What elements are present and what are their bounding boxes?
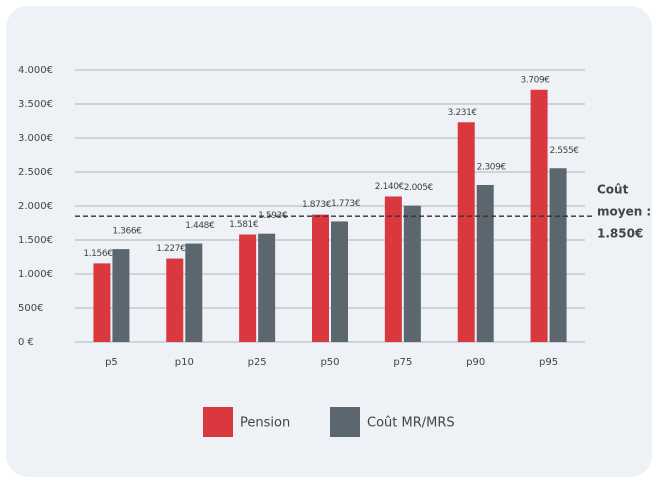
bar <box>258 233 276 342</box>
y-tick-label: 2.000€ <box>18 201 53 212</box>
x-tick-label: p75 <box>393 357 412 368</box>
bar <box>185 243 203 342</box>
y-tick-label: 2.500€ <box>18 167 53 178</box>
reference-label: 1.850€ <box>597 227 643 241</box>
value-label: 3.231€ <box>448 108 478 118</box>
x-tick-label: p90 <box>466 357 485 368</box>
y-tick-label: 0 € <box>18 337 34 348</box>
value-label: 1.873€ <box>302 200 332 210</box>
x-tick-label: p5 <box>105 357 118 368</box>
legend-label: Pension <box>240 416 290 431</box>
bar <box>384 196 402 342</box>
reference-label: moyen : <box>597 205 651 219</box>
bar <box>112 249 130 342</box>
y-tick-label: 500€ <box>18 303 43 314</box>
value-label: 2.555€ <box>550 146 580 156</box>
bar <box>166 258 184 342</box>
value-label: 2.309€ <box>477 162 507 172</box>
y-tick-label: 3.000€ <box>18 133 53 144</box>
value-label: 2.140€ <box>375 182 405 192</box>
value-label: 1.156€ <box>83 249 113 259</box>
bar <box>476 184 494 342</box>
value-label: 1.448€ <box>185 221 215 231</box>
value-label: 3.709€ <box>521 75 551 85</box>
value-label: 1.773€ <box>331 199 361 209</box>
value-label: 1.366€ <box>112 227 142 237</box>
value-label: 1.227€ <box>156 244 186 254</box>
bar <box>457 122 475 343</box>
y-tick-label: 4.000€ <box>18 65 53 76</box>
x-tick-label: p95 <box>539 357 558 368</box>
legend-swatch <box>203 407 233 437</box>
x-tick-label: p10 <box>175 357 194 368</box>
bar <box>403 205 421 342</box>
value-label: 2.005€ <box>404 183 434 193</box>
y-tick-label: 1.500€ <box>18 235 53 246</box>
y-tick-label: 3.500€ <box>18 99 53 110</box>
value-label: 1.581€ <box>229 220 259 230</box>
legend-label: Coût MR/MRS <box>367 416 455 431</box>
x-tick-label: p25 <box>248 357 267 368</box>
bar <box>93 263 111 342</box>
bar <box>312 214 329 342</box>
bar <box>549 168 567 342</box>
bar <box>331 221 348 342</box>
y-tick-label: 1.000€ <box>18 269 53 280</box>
x-tick-label: p50 <box>320 357 339 368</box>
legend-swatch <box>330 407 360 437</box>
value-label: 1.593€ <box>258 211 288 221</box>
reference-label: Coût <box>597 183 629 197</box>
bar <box>239 234 257 342</box>
